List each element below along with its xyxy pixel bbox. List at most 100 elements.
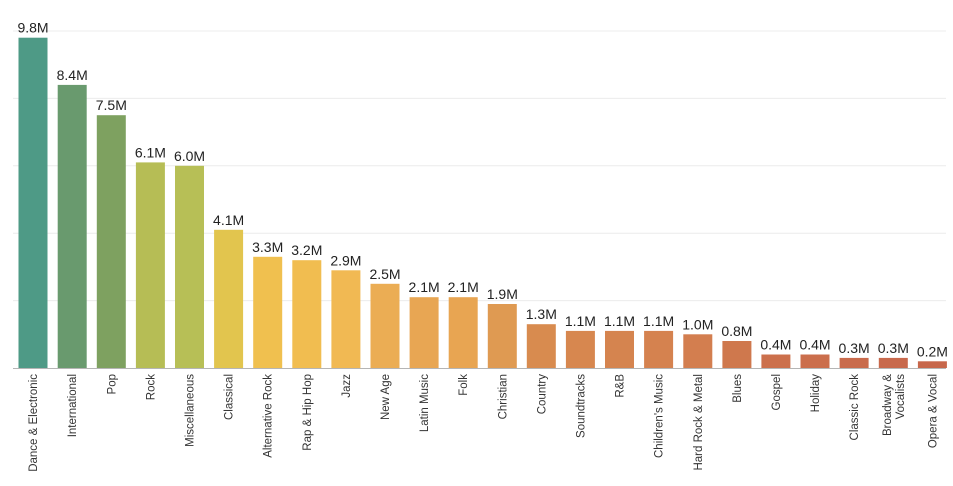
bar-rock[interactable] [135, 162, 165, 368]
bar-rap-hip-hop[interactable] [292, 260, 322, 368]
bar-international[interactable] [57, 84, 87, 369]
bar-jazz[interactable] [331, 270, 361, 368]
bar-opera-vocal[interactable] [917, 361, 947, 368]
category-label: Christian [497, 374, 509, 419]
category-label: Pop [106, 374, 118, 394]
bar-christian[interactable] [487, 304, 517, 368]
bar-classic-rock[interactable] [839, 357, 869, 368]
category-label: Rap & Hip Hop [302, 374, 314, 451]
data-label: 7.5M [96, 97, 127, 113]
category-label: Rock [145, 374, 157, 400]
data-label: 6.1M [135, 144, 166, 160]
category-label-text: Rap & Hip Hop [302, 374, 314, 451]
category-label: Soundtracks [575, 374, 587, 438]
bar-miscellaneous[interactable] [175, 165, 204, 368]
category-label: Opera & Vocal [927, 374, 939, 448]
category-label-text: Children's Music [654, 374, 666, 458]
category-label: Hard Rock & Metal [693, 374, 705, 471]
data-label: 2.1M [448, 279, 479, 295]
data-label: 0.3M [839, 340, 870, 356]
category-labels: Dance & Electronic International Pop Rock Mi… [28, 374, 939, 472]
bar-country[interactable] [526, 324, 556, 368]
category-label-text: R&B [615, 374, 627, 398]
category-label-text: Latin Music [419, 374, 431, 432]
bar-holiday[interactable] [800, 354, 830, 369]
category-label-text: Blues [732, 374, 744, 403]
category-label: Classical [224, 374, 236, 420]
category-label-text: Jazz [341, 374, 353, 398]
data-label: 2.1M [409, 279, 440, 295]
category-label-text: Opera & Vocal [927, 374, 939, 448]
data-label: 2.9M [330, 252, 361, 268]
category-label-text: Pop [106, 374, 118, 394]
category-label-text: International [67, 374, 79, 437]
category-label: Country [536, 374, 548, 415]
category-label-text: Alternative Rock [263, 374, 275, 458]
data-label: 2.5M [369, 266, 400, 282]
category-label: Folk [458, 374, 470, 396]
category-label: Blues [732, 374, 744, 403]
category-label-text: Classical [224, 374, 236, 420]
data-label: 1.1M [643, 313, 674, 329]
category-label: International [67, 374, 79, 437]
category-label-text: Miscellaneous [185, 374, 197, 447]
data-label: 0.4M [760, 337, 791, 353]
data-label: 8.4M [57, 67, 88, 83]
bar-folk[interactable] [448, 297, 478, 368]
data-label: 0.4M [799, 337, 830, 353]
data-label: 1.1M [604, 313, 635, 329]
bar-classical[interactable] [214, 229, 244, 368]
bar-r-b[interactable] [605, 330, 634, 368]
data-label: 0.8M [721, 323, 752, 339]
data-label: 3.2M [291, 242, 322, 258]
category-label-text: New Age [380, 374, 392, 420]
category-label: Jazz [341, 374, 353, 398]
bar-new-age[interactable] [370, 283, 400, 369]
category-label: Holiday [810, 374, 822, 413]
bar-soundtracks[interactable] [565, 330, 595, 368]
data-label: 1.9M [487, 286, 518, 302]
bar-alternative-rock[interactable] [253, 256, 283, 368]
category-label: Latin Music [419, 374, 431, 432]
category-label: Miscellaneous [185, 374, 197, 447]
category-label-text: Dance & Electronic [28, 374, 40, 472]
category-label-text: Holiday [810, 374, 822, 413]
data-label: 0.2M [917, 343, 948, 359]
bar-hard-rock-metal[interactable] [683, 334, 713, 368]
category-label-text: Christian [497, 374, 509, 419]
category-label-text: Classic Rock [849, 374, 861, 441]
data-label: 4.1M [213, 212, 244, 228]
category-label-text: Gospel [771, 374, 783, 410]
bar-latin-music[interactable] [409, 297, 439, 368]
bar-blues[interactable] [722, 341, 752, 368]
category-label: Classic Rock [849, 374, 861, 441]
data-label: 1.3M [526, 306, 557, 322]
data-label: 1.0M [682, 316, 713, 332]
data-label: 1.1M [565, 313, 596, 329]
category-label: Gospel [771, 374, 783, 410]
data-label: 0.3M [878, 340, 909, 356]
category-label: New Age [380, 374, 392, 420]
bar-pop[interactable] [96, 115, 126, 368]
data-labels: 9.8M 8.4M 7.5M 6.1M 6.0M 4.1M 3.3M 3.2M 2.9M 2.5M… [17, 20, 948, 360]
category-label-text: Folk [458, 374, 470, 396]
data-label: 9.8M [17, 20, 48, 36]
category-label: Dance & Electronic [28, 374, 40, 472]
data-label: 6.0M [174, 148, 205, 164]
category-label: R&B [615, 374, 627, 398]
bar-dance-electronic[interactable] [18, 37, 48, 368]
bars [18, 37, 947, 369]
category-label-text: Rock [145, 374, 157, 400]
bar-broadway-vocalists[interactable] [878, 357, 908, 368]
category-label-text: Vocalists [895, 374, 907, 420]
category-label-text: Broadway & [882, 374, 894, 436]
category-label-text: Country [536, 374, 548, 415]
category-label-text: Hard Rock & Metal [693, 374, 705, 471]
data-label: 3.3M [252, 239, 283, 255]
category-label: Children's Music [654, 374, 666, 458]
bar-children-s-music[interactable] [644, 330, 674, 368]
category-label: Broadway & Vocalists [882, 374, 907, 436]
bar-gospel[interactable] [761, 354, 791, 369]
